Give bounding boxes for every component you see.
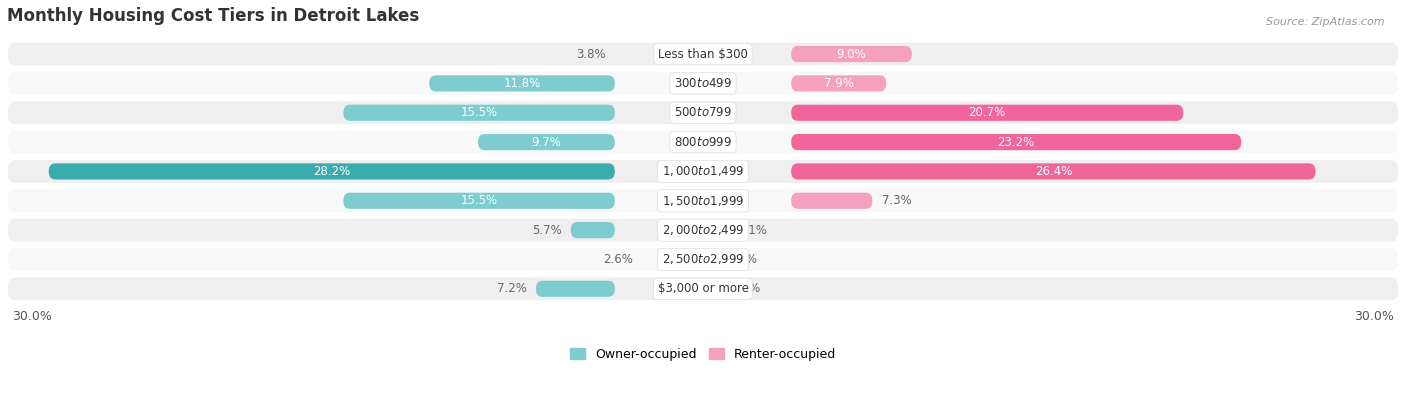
- FancyBboxPatch shape: [49, 164, 614, 180]
- FancyBboxPatch shape: [343, 105, 614, 121]
- Text: $1,000 to $1,499: $1,000 to $1,499: [662, 164, 744, 178]
- Text: $800 to $999: $800 to $999: [673, 136, 733, 149]
- Text: 1.1%: 1.1%: [738, 224, 768, 237]
- FancyBboxPatch shape: [7, 217, 1399, 243]
- FancyBboxPatch shape: [792, 134, 1241, 150]
- Text: 7.3%: 7.3%: [882, 194, 911, 207]
- Text: 3.8%: 3.8%: [576, 48, 606, 61]
- FancyBboxPatch shape: [7, 42, 1399, 66]
- FancyBboxPatch shape: [7, 159, 1399, 184]
- Text: 0.47%: 0.47%: [723, 282, 761, 295]
- FancyBboxPatch shape: [792, 193, 872, 209]
- Text: 9.7%: 9.7%: [531, 136, 561, 149]
- FancyBboxPatch shape: [792, 76, 886, 91]
- Text: 20.7%: 20.7%: [969, 106, 1005, 119]
- FancyBboxPatch shape: [429, 76, 614, 91]
- Text: 26.4%: 26.4%: [1035, 165, 1071, 178]
- FancyBboxPatch shape: [7, 188, 1399, 213]
- Text: $1,500 to $1,999: $1,500 to $1,999: [662, 194, 744, 208]
- FancyBboxPatch shape: [792, 46, 912, 62]
- Text: 0.35%: 0.35%: [720, 253, 758, 266]
- Text: 15.5%: 15.5%: [461, 106, 498, 119]
- FancyBboxPatch shape: [792, 105, 1184, 121]
- Text: 7.9%: 7.9%: [824, 77, 853, 90]
- FancyBboxPatch shape: [7, 276, 1399, 301]
- Text: $2,000 to $2,499: $2,000 to $2,499: [662, 223, 744, 237]
- Text: 2.6%: 2.6%: [603, 253, 633, 266]
- FancyBboxPatch shape: [478, 134, 614, 150]
- Text: $3,000 or more: $3,000 or more: [658, 282, 748, 295]
- Text: Source: ZipAtlas.com: Source: ZipAtlas.com: [1267, 17, 1385, 27]
- Text: 5.7%: 5.7%: [531, 224, 561, 237]
- FancyBboxPatch shape: [792, 164, 1316, 180]
- FancyBboxPatch shape: [343, 193, 614, 209]
- Text: 30.0%: 30.0%: [11, 310, 52, 323]
- Text: $500 to $799: $500 to $799: [673, 106, 733, 119]
- Text: 11.8%: 11.8%: [503, 77, 541, 90]
- FancyBboxPatch shape: [571, 222, 614, 238]
- Text: 15.5%: 15.5%: [461, 194, 498, 207]
- Text: $300 to $499: $300 to $499: [673, 77, 733, 90]
- FancyBboxPatch shape: [7, 247, 1399, 272]
- Text: Monthly Housing Cost Tiers in Detroit Lakes: Monthly Housing Cost Tiers in Detroit La…: [7, 7, 419, 25]
- Text: $2,500 to $2,999: $2,500 to $2,999: [662, 252, 744, 266]
- Text: 28.2%: 28.2%: [314, 165, 350, 178]
- Legend: Owner-occupied, Renter-occupied: Owner-occupied, Renter-occupied: [565, 343, 841, 366]
- FancyBboxPatch shape: [536, 281, 614, 297]
- Text: 7.2%: 7.2%: [496, 282, 527, 295]
- FancyBboxPatch shape: [7, 129, 1399, 154]
- FancyBboxPatch shape: [7, 100, 1399, 125]
- FancyBboxPatch shape: [7, 71, 1399, 96]
- Text: Less than $300: Less than $300: [658, 48, 748, 61]
- Text: 23.2%: 23.2%: [998, 136, 1035, 149]
- Text: 30.0%: 30.0%: [1354, 310, 1395, 323]
- Text: 9.0%: 9.0%: [837, 48, 866, 61]
